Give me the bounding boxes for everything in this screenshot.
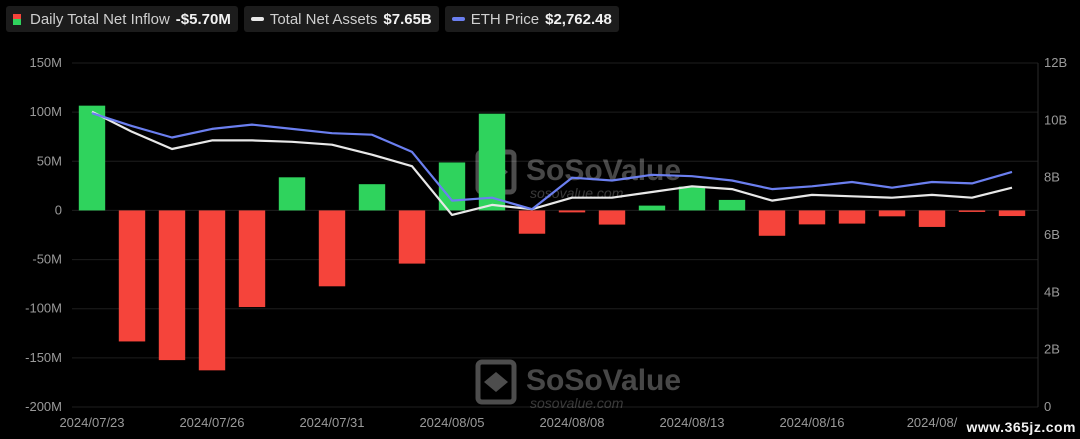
x-axis-tick: 2024/08/13 (659, 415, 724, 430)
watermark-site-bottom: sosovalue.com (530, 395, 624, 411)
chart-gridlines (72, 62, 1039, 408)
eth-swatch-icon (451, 17, 465, 21)
left-axis-tick: -150M (25, 350, 62, 365)
legend: Daily Total Net Inflow -$5.70M Total Net… (6, 6, 619, 32)
assets-swatch-icon (250, 17, 264, 21)
right-axis-tick: 8B (1044, 170, 1060, 185)
inflow-bar[interactable] (718, 199, 746, 211)
inflow-bar[interactable] (598, 210, 626, 225)
inflow-bar[interactable] (518, 210, 546, 234)
inflow-bars (78, 105, 1026, 371)
right-axis-ticks: 12B 10B 8B 6B 4B 2B 0 (1044, 55, 1067, 414)
inflow-bar[interactable] (838, 210, 866, 224)
left-axis-ticks: 150M 100M 50M 0 -50M -100M -150M -200M (25, 55, 62, 414)
left-axis-tick: 150M (29, 55, 62, 70)
left-axis-tick: 50M (37, 153, 62, 168)
inflow-bar[interactable] (958, 210, 986, 212)
sosovalue-logo-icon (475, 359, 517, 405)
legend-eth-label: ETH Price (470, 10, 540, 28)
legend-assets-label: Total Net Assets (269, 10, 378, 28)
inflow-bar[interactable] (238, 210, 266, 308)
inflow-bar[interactable] (398, 210, 426, 264)
legend-assets-value: $7.65B (383, 10, 432, 28)
legend-item-net-assets[interactable]: Total Net Assets $7.65B (243, 6, 439, 32)
inflow-bar[interactable] (678, 186, 706, 211)
inflow-bar[interactable] (278, 177, 306, 211)
inflow-bar[interactable] (358, 184, 386, 211)
inflow-bar[interactable] (878, 210, 906, 217)
x-axis-tick: 2024/08/08 (539, 415, 604, 430)
watermark-top: SoSoValue sosovalue.com (475, 149, 681, 201)
left-axis-tick: -200M (25, 399, 62, 414)
inflow-bar[interactable] (798, 210, 826, 225)
right-axis-tick: 4B (1044, 284, 1060, 299)
left-axis-tick: -100M (25, 301, 62, 316)
x-axis-tick: 2024/07/26 (179, 415, 244, 430)
watermark-brand-bottom: SoSoValue (526, 364, 681, 397)
watermark-bottom: SoSoValue sosovalue.com (475, 359, 681, 411)
legend-item-eth-price[interactable]: ETH Price $2,762.48 (444, 6, 619, 32)
left-axis-tick: -50M (32, 252, 62, 267)
x-axis-tick: 2024/07/23 (59, 415, 124, 430)
eth-price-line[interactable] (91, 112, 1013, 211)
legend-eth-value: $2,762.48 (545, 10, 612, 28)
chart-watermarks: SoSoValue sosovalue.com SoSoValue sosova… (475, 149, 681, 411)
chart-lines (91, 110, 1013, 216)
inflow-bar[interactable] (118, 210, 146, 342)
inflow-swatch-icon (13, 13, 21, 25)
x-axis-ticks: 2024/07/23 2024/07/26 2024/07/31 2024/08/05… (59, 415, 957, 430)
legend-item-net-inflow[interactable]: Daily Total Net Inflow -$5.70M (6, 6, 238, 32)
inflow-bar[interactable] (198, 210, 226, 371)
right-axis-tick: 12B (1044, 55, 1067, 70)
inflow-bar[interactable] (758, 210, 786, 236)
inflow-bar[interactable] (438, 162, 466, 211)
right-axis-tick: 2B (1044, 342, 1060, 357)
inflow-bar[interactable] (78, 105, 106, 211)
inflow-bar[interactable] (478, 113, 506, 211)
inflow-bar[interactable] (318, 210, 346, 287)
left-axis-tick: 0 (55, 202, 62, 217)
corner-watermark: www.365jz.com (966, 419, 1076, 435)
x-axis-tick: 2024/08/05 (419, 415, 484, 430)
inflow-bar[interactable] (558, 210, 586, 213)
inflow-bar[interactable] (638, 205, 666, 211)
watermark-brand-top: SoSoValue (526, 154, 681, 187)
right-axis-tick: 0 (1044, 399, 1051, 414)
inflow-bar[interactable] (998, 210, 1026, 217)
right-axis-tick: 10B (1044, 112, 1067, 127)
x-axis-tick: 2024/08/ (907, 415, 958, 430)
inflow-bar[interactable] (158, 210, 186, 361)
x-axis-tick: 2024/08/16 (779, 415, 844, 430)
right-axis-tick: 6B (1044, 227, 1060, 242)
x-axis-tick: 2024/07/31 (299, 415, 364, 430)
total-net-assets-line[interactable] (91, 110, 1013, 216)
left-axis-tick: 100M (29, 104, 62, 119)
inflow-bar[interactable] (918, 210, 946, 227)
legend-inflow-label: Daily Total Net Inflow (30, 10, 170, 28)
legend-inflow-value: -$5.70M (175, 10, 231, 28)
